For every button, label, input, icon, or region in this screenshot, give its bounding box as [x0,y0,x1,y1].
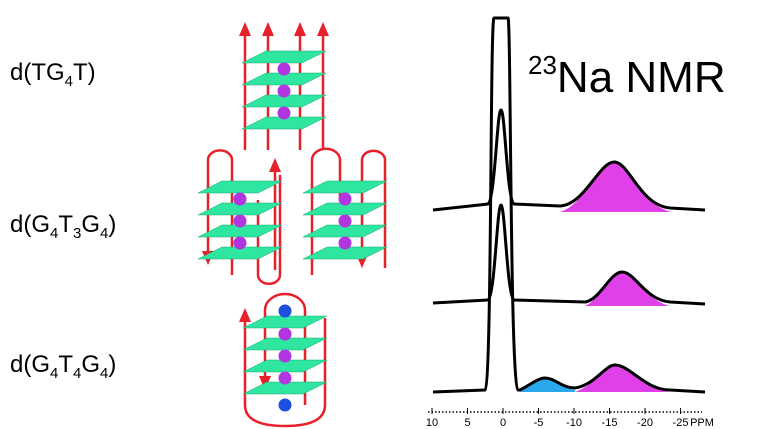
ion [278,85,291,98]
spectrum [433,110,705,210]
arrow-head [317,22,329,36]
g-quartet [198,181,282,193]
axis-unit: PPM [690,417,714,429]
label-part: T [58,351,73,378]
sequence-label: d(G4T3G4) [10,211,116,242]
loop [312,149,340,160]
subscript: 4 [65,73,73,90]
loop [208,150,232,160]
ion [278,107,291,120]
tick-label: 0 [500,417,506,429]
hump-fill [585,272,670,306]
ion [339,237,352,250]
ion [279,372,292,385]
ion [279,350,292,363]
title-part: Na NMR [557,53,726,102]
g-quartet [303,181,387,193]
loop [362,151,385,160]
label-part: T) [73,59,96,86]
sequence-label: d(TG4T) [10,59,96,90]
ion [278,63,291,76]
arrow-head [239,22,251,36]
structures [198,22,387,426]
tick-label: -15 [602,417,618,429]
tick-label: -20 [637,417,653,429]
g-quartet [243,316,327,328]
label-part: d(G [10,211,50,238]
tick-label: 10 [426,417,438,429]
subscript: 4 [50,365,58,382]
arrow-head [262,22,274,36]
ion [339,193,352,206]
label-part: d(G [10,351,50,378]
tick-label: -25 [673,417,689,429]
ion [279,399,292,412]
superscript: 23 [528,50,557,80]
subscript: 4 [73,365,81,382]
tick-label: 5 [464,417,470,429]
loop [258,275,280,284]
spectrum [433,205,705,304]
arrow-head [239,308,251,322]
title: 23Na NMR [528,50,726,102]
ion [279,328,292,341]
ion [234,237,247,250]
subscript: 3 [73,225,81,242]
arrow-head [294,22,306,36]
g-quartet [242,51,326,63]
page: d(TG4T)d(G4T3G4)d(G4T4G4)23Na NMR1050-5-… [0,0,782,429]
tick-label: -10 [566,417,582,429]
label-part: d(TG [10,59,65,86]
label-part: G [81,351,100,378]
label-part: ) [108,351,116,378]
subscript: 4 [50,225,58,242]
label-part: T [58,211,73,238]
subscript: 4 [100,365,108,382]
ion [339,215,352,228]
ion [279,305,292,318]
arrow-head [269,158,281,172]
tick-label: -5 [534,417,544,429]
ion [234,193,247,206]
figure: d(TG4T)d(G4T3G4)d(G4T4G4)23Na NMR1050-5-… [0,0,782,429]
label-part: G [81,211,100,238]
sequence-label: d(G4T4G4) [10,351,116,382]
subscript: 4 [100,225,108,242]
label-part: ) [108,211,116,238]
ion [234,215,247,228]
